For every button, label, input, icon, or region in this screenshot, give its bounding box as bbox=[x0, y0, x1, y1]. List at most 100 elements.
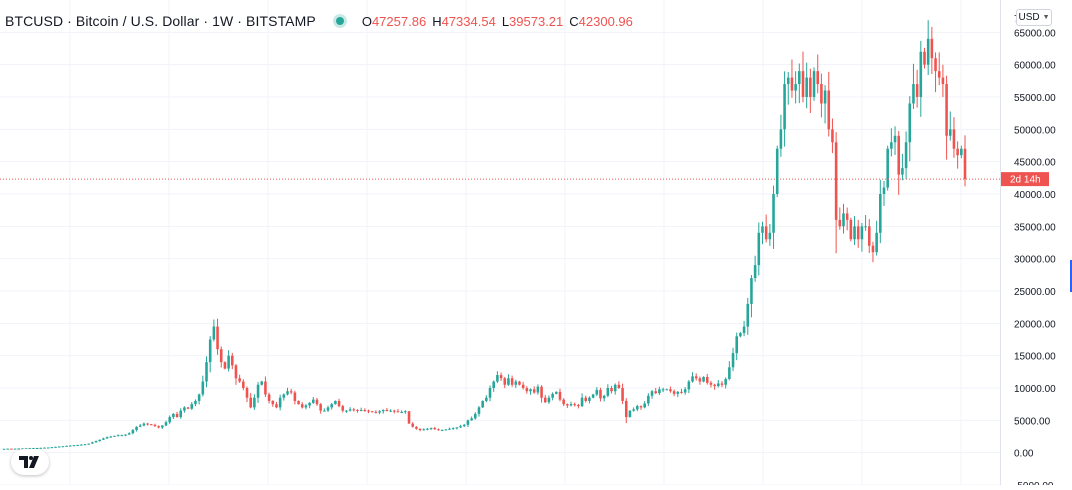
candle-body[interactable] bbox=[260, 381, 264, 385]
symbol-header[interactable]: BTCUSD · Bitcoin / U.S. Dollar · 1W · BI… bbox=[5, 11, 639, 31]
candle-body[interactable] bbox=[613, 384, 617, 392]
candle-body[interactable] bbox=[864, 226, 867, 228]
candle-body[interactable] bbox=[624, 400, 628, 418]
candle-body[interactable] bbox=[175, 413, 179, 418]
candle-body[interactable] bbox=[647, 395, 650, 404]
candle-body[interactable] bbox=[418, 428, 422, 431]
price-axis[interactable]: -5000.00 0.00 5000.00 10000.00 15000.00 20000… bbox=[1000, 0, 1072, 490]
candle-body[interactable] bbox=[893, 135, 897, 143]
candle-body[interactable] bbox=[179, 410, 183, 418]
candle-body[interactable] bbox=[470, 418, 473, 421]
candle-body[interactable] bbox=[205, 362, 208, 382]
candle-body[interactable] bbox=[264, 381, 267, 395]
candle-body[interactable] bbox=[367, 410, 370, 412]
candle-body[interactable] bbox=[842, 213, 845, 227]
candle-body[interactable] bbox=[602, 395, 606, 399]
candle-body[interactable] bbox=[120, 435, 124, 437]
candle-body[interactable] bbox=[558, 391, 562, 400]
candle-body[interactable] bbox=[746, 303, 750, 327]
candle-body[interactable] bbox=[923, 51, 926, 65]
candle-body[interactable] bbox=[91, 442, 94, 444]
candle-body[interactable] bbox=[455, 427, 459, 429]
candle-body[interactable] bbox=[429, 428, 433, 430]
candle-body[interactable] bbox=[393, 410, 396, 412]
candle-body[interactable] bbox=[311, 399, 315, 403]
candle-body[interactable] bbox=[827, 90, 831, 130]
candle-body[interactable] bbox=[529, 389, 532, 392]
candle-body[interactable] bbox=[10, 448, 13, 450]
candle-body[interactable] bbox=[474, 413, 477, 419]
candle-body[interactable] bbox=[757, 232, 761, 266]
candle-body[interactable] bbox=[750, 278, 753, 304]
candle-body[interactable] bbox=[952, 129, 956, 149]
candle-body[interactable] bbox=[113, 435, 116, 437]
candle-body[interactable] bbox=[713, 384, 716, 387]
candle-body[interactable] bbox=[385, 409, 389, 411]
candle-body[interactable] bbox=[496, 375, 499, 382]
candle-body[interactable] bbox=[577, 404, 580, 407]
candle-body[interactable] bbox=[739, 333, 742, 337]
candle-body[interactable] bbox=[94, 441, 98, 443]
candle-body[interactable] bbox=[860, 226, 864, 240]
candle-body[interactable] bbox=[138, 425, 142, 427]
candle-body[interactable] bbox=[798, 71, 801, 85]
candle-body[interactable] bbox=[834, 142, 838, 220]
candle-body[interactable] bbox=[24, 448, 28, 450]
candle-body[interactable] bbox=[488, 388, 492, 398]
candle-body[interactable] bbox=[669, 389, 672, 392]
candle-body[interactable] bbox=[334, 400, 337, 405]
candle-body[interactable] bbox=[466, 420, 470, 425]
candle-body[interactable] bbox=[161, 425, 164, 428]
candle-body[interactable] bbox=[411, 423, 414, 427]
candle-body[interactable] bbox=[820, 84, 823, 104]
candle-body[interactable] bbox=[319, 404, 322, 411]
candle-body[interactable] bbox=[621, 388, 624, 401]
candle-body[interactable] bbox=[934, 58, 937, 72]
candle-body[interactable] bbox=[374, 411, 378, 413]
candle-body[interactable] bbox=[606, 388, 610, 396]
candle-body[interactable] bbox=[694, 376, 698, 379]
candle-body[interactable] bbox=[356, 409, 359, 411]
candle-body[interactable] bbox=[227, 355, 230, 369]
candle-body[interactable] bbox=[345, 410, 348, 412]
candle-body[interactable] bbox=[566, 404, 569, 406]
candle-body[interactable] bbox=[341, 406, 345, 411]
candle-body[interactable] bbox=[242, 381, 245, 388]
candle-body[interactable] bbox=[396, 411, 400, 413]
candle-body[interactable] bbox=[908, 103, 912, 143]
candle-body[interactable] bbox=[709, 382, 713, 385]
candle-body[interactable] bbox=[632, 409, 635, 411]
candle-body[interactable] bbox=[764, 226, 768, 240]
candle-body[interactable] bbox=[275, 404, 278, 408]
candle-body[interactable] bbox=[245, 388, 249, 398]
candle-body[interactable] bbox=[124, 434, 127, 436]
candle-body[interactable] bbox=[315, 399, 319, 405]
candle-body[interactable] bbox=[330, 404, 333, 408]
candle-body[interactable] bbox=[761, 226, 764, 233]
candle-body[interactable] bbox=[238, 378, 241, 382]
candle-body[interactable] bbox=[378, 411, 381, 413]
candle-body[interactable] bbox=[35, 448, 39, 450]
candle-body[interactable] bbox=[838, 219, 842, 227]
candles[interactable] bbox=[2, 20, 967, 450]
candle-body[interactable] bbox=[525, 388, 529, 392]
candle-body[interactable] bbox=[451, 428, 455, 430]
candle-body[interactable] bbox=[65, 445, 68, 447]
candle-body[interactable] bbox=[352, 409, 356, 411]
candle-body[interactable] bbox=[775, 148, 779, 194]
candle-body[interactable] bbox=[223, 362, 227, 369]
market-status-icon[interactable] bbox=[335, 17, 344, 25]
candle-body[interactable] bbox=[937, 71, 941, 78]
candle-body[interactable] bbox=[809, 77, 812, 97]
candle-body[interactable] bbox=[831, 129, 834, 143]
candle-body[interactable] bbox=[617, 384, 621, 388]
candle-body[interactable] bbox=[849, 219, 853, 240]
candle-body[interactable] bbox=[492, 381, 495, 388]
candle-body[interactable] bbox=[584, 397, 588, 401]
candle-body[interactable] bbox=[116, 435, 120, 437]
candle-body[interactable] bbox=[610, 388, 613, 392]
candle-body[interactable] bbox=[580, 397, 584, 407]
candle-body[interactable] bbox=[742, 326, 746, 334]
candle-body[interactable] bbox=[485, 397, 488, 401]
